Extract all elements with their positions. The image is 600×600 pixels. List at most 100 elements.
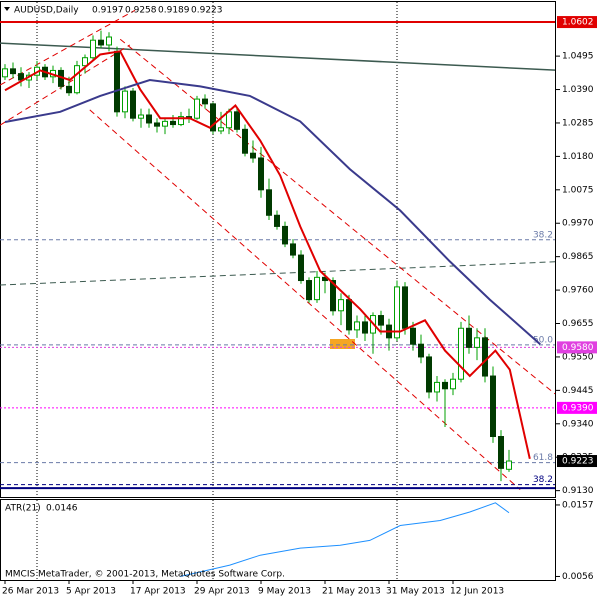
candle-body bbox=[314, 276, 320, 301]
candle-body bbox=[194, 98, 200, 119]
trendline bbox=[89, 109, 521, 491]
candle-body bbox=[498, 436, 504, 469]
price-label-box bbox=[557, 16, 597, 29]
candle-body bbox=[458, 327, 464, 380]
candle-body bbox=[258, 157, 264, 191]
candle-body bbox=[362, 321, 368, 334]
trendline bbox=[0, 261, 556, 286]
ohlc-value: 0.9197 bbox=[92, 6, 124, 16]
candle-body bbox=[330, 280, 336, 312]
y-tick-label: 0.9865 bbox=[562, 252, 594, 262]
y-tick-label: 0.9130 bbox=[562, 486, 594, 496]
trendline bbox=[119, 38, 556, 395]
candle-body bbox=[202, 98, 208, 105]
x-tick-label: 26 Mar 2013 bbox=[2, 587, 59, 597]
candle-body bbox=[154, 122, 160, 127]
candle-body bbox=[410, 327, 416, 345]
y-tick-label: 0.0157 bbox=[562, 500, 594, 510]
y-tick-label: 0.0056 bbox=[562, 572, 594, 582]
candle-body bbox=[82, 57, 88, 67]
x-tick-label: 29 Apr 2013 bbox=[194, 587, 250, 597]
y-tick-label: 0.9550 bbox=[562, 352, 594, 362]
candle-body bbox=[146, 114, 152, 124]
candle-body bbox=[266, 189, 272, 216]
candle-body bbox=[506, 460, 512, 470]
y-tick-label: 0.9340 bbox=[562, 419, 594, 429]
candle-body bbox=[90, 39, 96, 59]
candle-body bbox=[282, 225, 288, 245]
indicator-title: ATR(21) bbox=[5, 504, 41, 514]
x-tick-label: 5 Apr 2013 bbox=[66, 587, 116, 597]
candle-body bbox=[178, 116, 184, 126]
candle-body bbox=[234, 111, 240, 130]
candle-body bbox=[74, 65, 80, 94]
trendline bbox=[0, 9, 136, 86]
y-tick-label: 1.0495 bbox=[562, 52, 594, 62]
candle-body bbox=[66, 85, 72, 94]
fib-label: 50.0 bbox=[533, 335, 553, 345]
chart-title: AUDUSD,Daily bbox=[14, 6, 79, 16]
footer: MMCIS MetaTrader, © 2001-2013, MetaQuote… bbox=[5, 570, 285, 580]
moving-average bbox=[4, 50, 531, 460]
candle-body bbox=[130, 90, 136, 119]
candle-body bbox=[354, 321, 360, 331]
candle-body bbox=[250, 152, 256, 159]
price-label: 0.9390 bbox=[562, 403, 594, 413]
candle-body bbox=[210, 103, 216, 132]
candle-body bbox=[474, 337, 480, 348]
candle-body bbox=[426, 356, 432, 393]
x-tick-label: 21 May 2013 bbox=[322, 587, 381, 597]
candle-body bbox=[442, 381, 448, 390]
collapse-icon bbox=[4, 7, 10, 11]
candle-body bbox=[2, 68, 8, 78]
candle-body bbox=[450, 378, 456, 390]
candle-body bbox=[394, 286, 400, 339]
y-tick-label: 0.9445 bbox=[562, 386, 594, 396]
y-tick-label: 0.9970 bbox=[562, 219, 594, 229]
price-label-box bbox=[557, 401, 597, 414]
candle-body bbox=[378, 315, 384, 326]
price-label: 1.0602 bbox=[562, 18, 594, 28]
candle-body bbox=[218, 127, 224, 132]
x-tick-label: 31 May 2013 bbox=[386, 587, 445, 597]
candle-body bbox=[306, 280, 312, 301]
moving-average bbox=[4, 78, 541, 345]
indicator-value: 0.0146 bbox=[46, 504, 78, 514]
candle-body bbox=[466, 327, 472, 348]
candle-body bbox=[226, 111, 232, 129]
candle-body bbox=[114, 50, 120, 113]
price-label: 0.9580 bbox=[562, 343, 594, 353]
fib-label: 38.2 bbox=[533, 230, 553, 240]
candle-body bbox=[98, 39, 104, 46]
current-price-box bbox=[557, 455, 597, 468]
candle-body bbox=[106, 36, 112, 46]
candle-body bbox=[290, 243, 296, 256]
trendline bbox=[0, 44, 131, 126]
x-tick-label: 12 Jun 2013 bbox=[450, 587, 504, 597]
candle-body bbox=[434, 381, 440, 393]
fib-label: 38.2 bbox=[533, 475, 553, 485]
highlight-box bbox=[330, 339, 355, 349]
candle-body bbox=[338, 299, 344, 312]
candle-body bbox=[418, 343, 424, 358]
ohlc-value: 0.9258 bbox=[125, 6, 157, 16]
y-tick-label: 0.9655 bbox=[562, 319, 594, 329]
candle-body bbox=[346, 299, 352, 331]
candle-body bbox=[402, 286, 408, 329]
price-label-box bbox=[557, 341, 597, 354]
current-price-label: 0.9223 bbox=[562, 457, 594, 467]
candle-body bbox=[490, 375, 496, 438]
atr-line bbox=[180, 502, 510, 577]
ohlc-value: 0.9223 bbox=[191, 6, 223, 16]
y-tick-label: 0.9760 bbox=[562, 286, 594, 296]
candle-body bbox=[122, 90, 128, 113]
candle-body bbox=[298, 254, 304, 282]
candle-body bbox=[138, 114, 144, 119]
fib-label: 61.8 bbox=[533, 453, 553, 463]
candle-body bbox=[482, 337, 488, 377]
ohlc-value: 0.9189 bbox=[158, 6, 190, 16]
y-tick-label: 1.0180 bbox=[562, 152, 594, 162]
